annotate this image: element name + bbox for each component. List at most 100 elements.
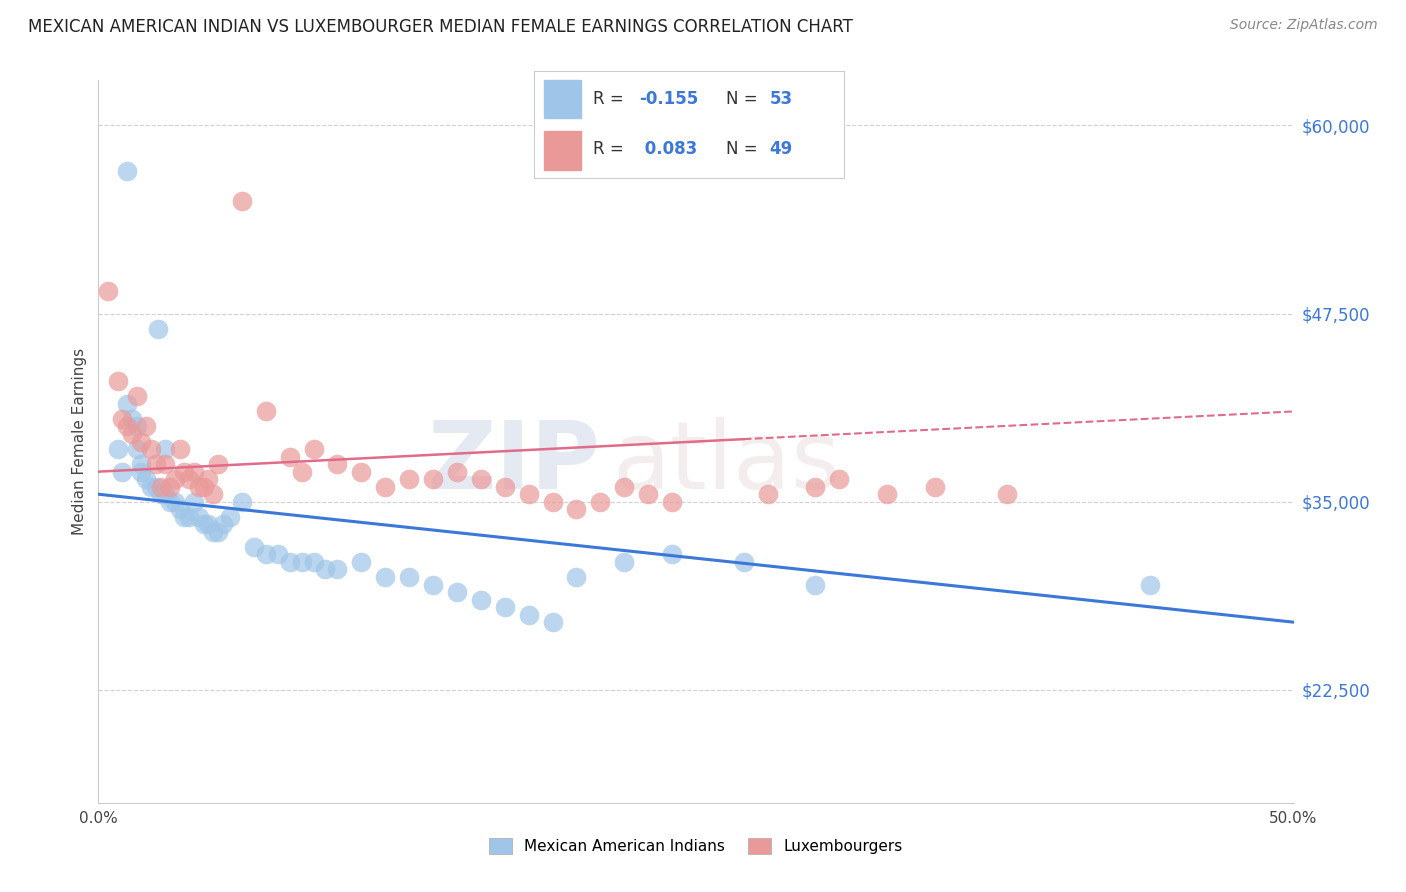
Point — [131, 457, 153, 471]
Text: R =: R = — [593, 90, 628, 108]
Point — [494, 480, 516, 494]
Point — [211, 517, 233, 532]
Point — [149, 480, 172, 494]
Point — [924, 480, 946, 494]
Point — [756, 487, 779, 501]
Point — [374, 570, 396, 584]
Point — [517, 487, 540, 501]
Point — [97, 284, 120, 298]
Text: -0.155: -0.155 — [640, 90, 699, 108]
Point — [374, 480, 396, 494]
Point — [131, 465, 153, 479]
Point — [804, 480, 827, 494]
Point — [494, 600, 516, 615]
Point — [302, 555, 325, 569]
Text: R =: R = — [593, 141, 628, 159]
Point — [131, 434, 153, 449]
Point — [187, 509, 209, 524]
Point — [193, 480, 215, 494]
Point — [350, 555, 373, 569]
Point — [155, 442, 177, 456]
Point — [145, 480, 167, 494]
Point — [169, 442, 191, 456]
Point — [169, 502, 191, 516]
Point — [149, 487, 172, 501]
Point — [163, 472, 186, 486]
Point — [422, 577, 444, 591]
Point — [470, 592, 492, 607]
Point — [115, 419, 138, 434]
Point — [446, 465, 468, 479]
Point — [422, 472, 444, 486]
Point — [661, 494, 683, 508]
Point — [278, 450, 301, 464]
Point — [125, 442, 148, 456]
Point — [541, 615, 564, 630]
Point — [661, 548, 683, 562]
Point — [193, 517, 215, 532]
Text: 49: 49 — [769, 141, 793, 159]
Point — [876, 487, 898, 501]
Point — [121, 412, 143, 426]
Point — [183, 465, 205, 479]
Point — [207, 524, 229, 539]
Point — [267, 548, 290, 562]
Point — [326, 457, 349, 471]
Point — [125, 389, 148, 403]
Point — [326, 562, 349, 576]
Point — [231, 494, 253, 508]
Point — [163, 494, 186, 508]
Bar — [544, 131, 581, 169]
Text: Source: ZipAtlas.com: Source: ZipAtlas.com — [1230, 18, 1378, 32]
Point — [148, 321, 170, 335]
Legend: Mexican American Indians, Luxembourgers: Mexican American Indians, Luxembourgers — [484, 832, 908, 860]
Point — [541, 494, 564, 508]
Point — [446, 585, 468, 599]
Point — [155, 487, 177, 501]
Point — [350, 465, 373, 479]
Point — [254, 404, 277, 418]
Point — [278, 555, 301, 569]
Text: atlas: atlas — [613, 417, 841, 509]
Point — [173, 465, 195, 479]
Point — [202, 524, 225, 539]
Point — [121, 427, 143, 442]
Point — [565, 570, 588, 584]
Point — [111, 412, 134, 426]
Point — [173, 509, 195, 524]
Point — [197, 517, 219, 532]
Text: MEXICAN AMERICAN INDIAN VS LUXEMBOURGER MEDIAN FEMALE EARNINGS CORRELATION CHART: MEXICAN AMERICAN INDIAN VS LUXEMBOURGER … — [28, 18, 853, 36]
Text: 53: 53 — [769, 90, 793, 108]
Point — [111, 465, 134, 479]
Point — [613, 480, 636, 494]
Point — [733, 555, 755, 569]
Point — [1139, 577, 1161, 591]
Point — [589, 494, 612, 508]
Point — [135, 419, 157, 434]
Point — [302, 442, 325, 456]
Point — [179, 509, 201, 524]
Point — [315, 562, 337, 576]
Point — [155, 457, 177, 471]
Point — [197, 472, 219, 486]
Point — [828, 472, 851, 486]
Point — [107, 442, 129, 456]
Text: N =: N = — [725, 141, 763, 159]
Point — [291, 555, 314, 569]
Text: N =: N = — [725, 90, 763, 108]
Point — [179, 472, 201, 486]
Point — [159, 480, 181, 494]
Point — [517, 607, 540, 622]
Point — [207, 457, 229, 471]
Point — [187, 480, 209, 494]
Point — [135, 472, 157, 486]
Point — [565, 502, 588, 516]
Point — [183, 494, 205, 508]
Point — [470, 472, 492, 486]
Point — [254, 548, 277, 562]
Point — [145, 457, 167, 471]
Point — [804, 577, 827, 591]
Point — [202, 487, 225, 501]
Y-axis label: Median Female Earnings: Median Female Earnings — [72, 348, 87, 535]
Text: 0.083: 0.083 — [640, 141, 697, 159]
